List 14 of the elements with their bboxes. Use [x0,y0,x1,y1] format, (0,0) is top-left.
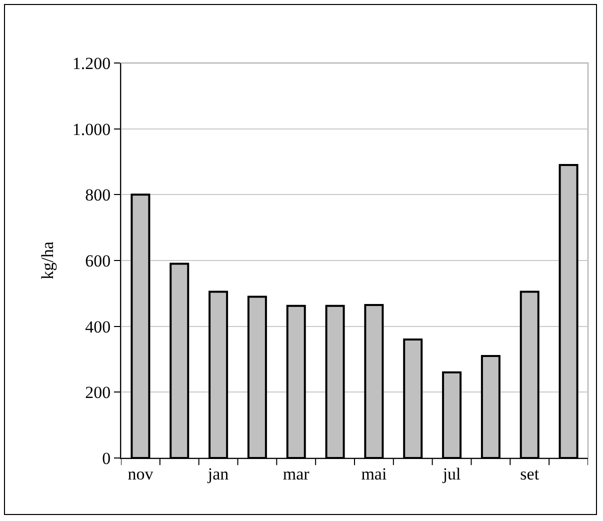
x-tick-label: mar [282,464,310,484]
y-tick-label: 600 [85,251,111,270]
y-tick-label: 1.200 [72,54,111,73]
y-tick-label: 1.000 [72,120,111,139]
y-tick-label: 0 [102,448,111,468]
y-axis-title: kg/ha [38,241,57,280]
x-tick-label: mai [361,464,387,484]
x-tick-label: set [520,464,540,484]
y-tick-label: 200 [85,383,111,402]
x-tick-label: nov [128,464,154,484]
y-tick-label: 400 [85,317,111,336]
x-tick-label: jul [442,464,462,484]
x-tick-label: jan [206,464,230,484]
y-tick-label: 800 [85,186,111,205]
